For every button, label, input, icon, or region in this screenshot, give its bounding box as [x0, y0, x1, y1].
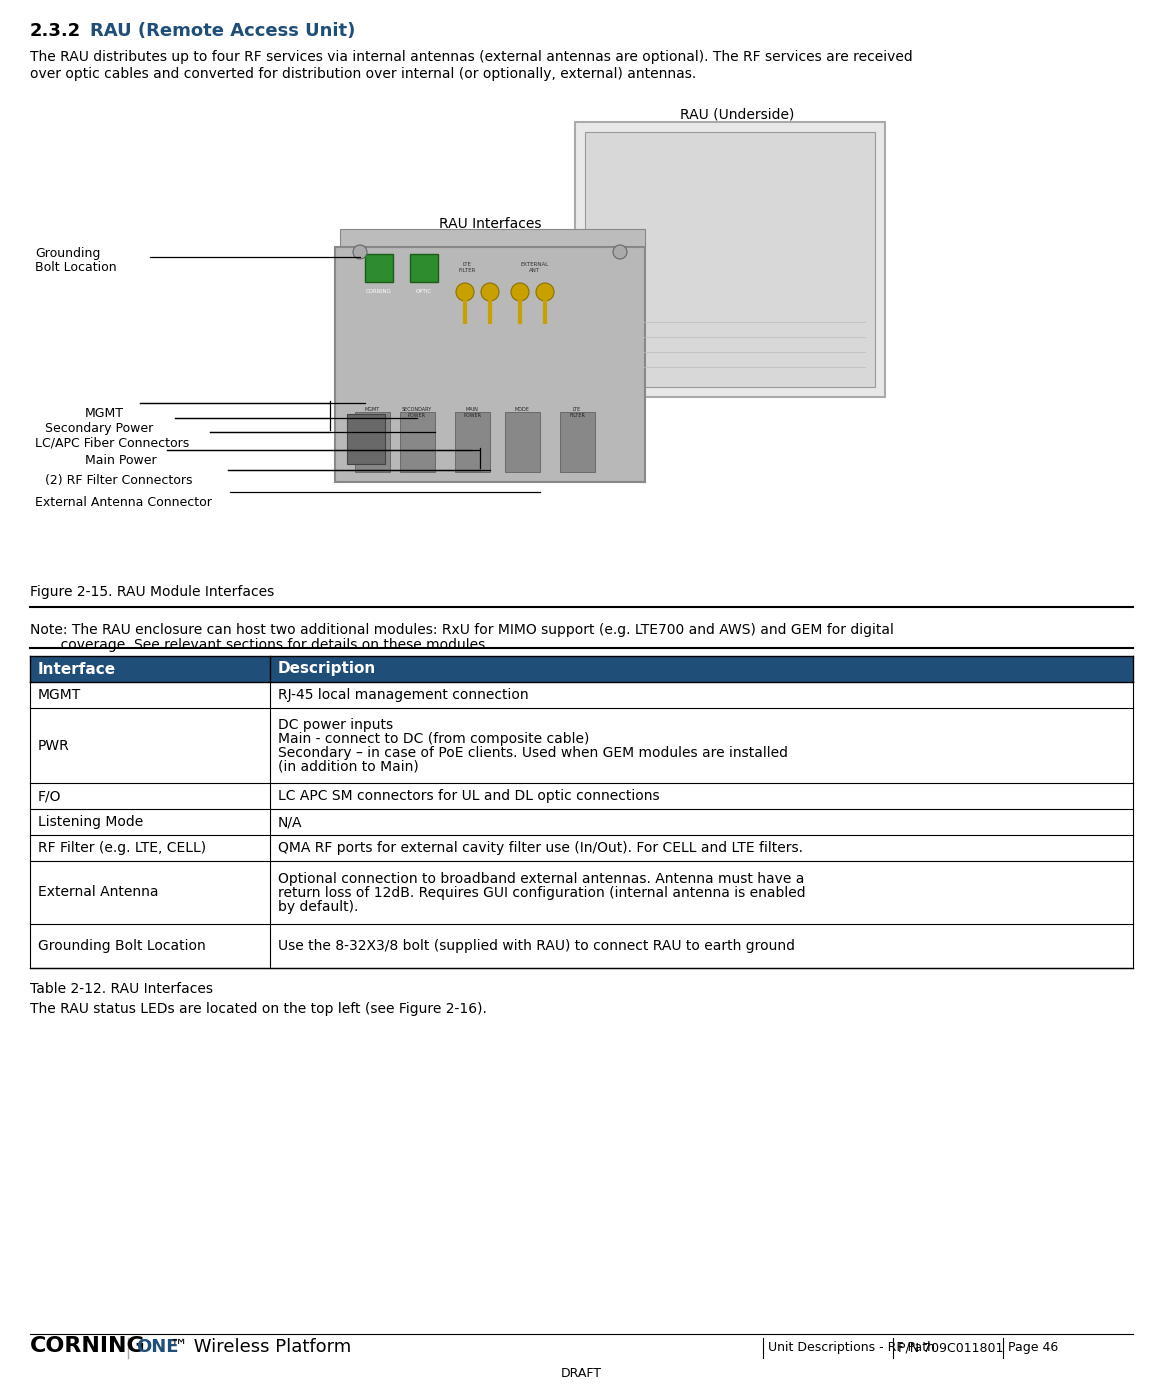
Text: Listening Mode: Listening Mode — [38, 815, 143, 829]
Text: EXTERNAL
ANT: EXTERNAL ANT — [521, 261, 549, 273]
Text: Bolt Location: Bolt Location — [35, 261, 116, 274]
Text: External Antenna Connector: External Antenna Connector — [35, 496, 212, 509]
Bar — [30, 861, 1133, 924]
Text: Main - connect to DC (from composite cable): Main - connect to DC (from composite cab… — [278, 731, 590, 745]
Text: OPTIC: OPTIC — [416, 289, 433, 294]
Bar — [30, 656, 1133, 682]
Text: DRAFT: DRAFT — [561, 1367, 602, 1380]
Text: RAU (Underside): RAU (Underside) — [680, 108, 794, 122]
Text: RF Filter (e.g. LTE, CELL): RF Filter (e.g. LTE, CELL) — [38, 842, 206, 856]
Text: CORNING: CORNING — [30, 1336, 145, 1356]
Text: over optic cables and converted for distribution over internal (or optionally, e: over optic cables and converted for dist… — [30, 67, 697, 81]
Ellipse shape — [536, 282, 554, 301]
Text: ONE: ONE — [136, 1338, 178, 1356]
Text: RJ-45 local management connection: RJ-45 local management connection — [278, 688, 529, 702]
Text: N/A: N/A — [278, 815, 302, 829]
Bar — [365, 254, 393, 282]
Text: Secondary Power: Secondary Power — [45, 422, 154, 435]
Text: Table 2-12. RAU Interfaces: Table 2-12. RAU Interfaces — [30, 981, 213, 995]
Bar — [30, 783, 1133, 809]
Bar — [561, 412, 595, 473]
Text: Note: The RAU enclosure can host two additional modules: RxU for MIMO support (e: Note: The RAU enclosure can host two add… — [30, 624, 894, 637]
Ellipse shape — [481, 282, 499, 301]
Text: Use the 8-32X3/8 bolt (supplied with RAU) to connect RAU to earth ground: Use the 8-32X3/8 bolt (supplied with RAU… — [278, 939, 795, 953]
Text: Page 46: Page 46 — [1008, 1342, 1058, 1355]
Bar — [340, 229, 645, 247]
Text: ™ Wireless Platform: ™ Wireless Platform — [170, 1338, 351, 1356]
Bar — [30, 682, 1133, 707]
Text: RAU (Remote Access Unit): RAU (Remote Access Unit) — [90, 22, 356, 41]
Bar — [585, 131, 875, 387]
Text: return loss of 12dB. Requires GUI configuration (internal antenna is enabled: return loss of 12dB. Requires GUI config… — [278, 885, 806, 899]
Text: CORNING: CORNING — [366, 289, 392, 294]
Text: F/O: F/O — [38, 788, 62, 802]
Text: coverage. See relevant sections for details on these modules.: coverage. See relevant sections for deta… — [30, 637, 490, 651]
Text: MAIN
POWER: MAIN POWER — [463, 407, 481, 418]
Bar — [505, 412, 540, 473]
Text: LTE
FILTER: LTE FILTER — [569, 407, 585, 418]
Text: MGMT: MGMT — [85, 407, 124, 419]
Text: by default).: by default). — [278, 899, 358, 913]
Text: LC APC SM connectors for UL and DL optic connections: LC APC SM connectors for UL and DL optic… — [278, 788, 659, 802]
Text: Secondary – in case of PoE clients. Used when GEM modules are installed: Secondary – in case of PoE clients. Used… — [278, 745, 789, 759]
Text: The RAU status LEDs are located on the top left (see Figure 2-16).: The RAU status LEDs are located on the t… — [30, 1002, 487, 1016]
Bar — [400, 412, 435, 473]
Text: LTE
FILTER: LTE FILTER — [458, 261, 476, 273]
Text: External Antenna: External Antenna — [38, 885, 158, 899]
Ellipse shape — [354, 245, 368, 259]
Text: The RAU distributes up to four RF services via internal antennas (external anten: The RAU distributes up to four RF servic… — [30, 50, 913, 64]
Ellipse shape — [613, 245, 627, 259]
Text: Grounding: Grounding — [35, 247, 100, 260]
Text: DC power inputs: DC power inputs — [278, 717, 393, 731]
Text: (2) RF Filter Connectors: (2) RF Filter Connectors — [45, 474, 193, 487]
Bar — [30, 707, 1133, 783]
Bar — [455, 412, 490, 473]
Bar — [30, 809, 1133, 835]
Text: (in addition to Main): (in addition to Main) — [278, 759, 419, 773]
Text: RAU Interfaces: RAU Interfaces — [438, 217, 541, 231]
Bar — [355, 412, 390, 473]
Text: MODE: MODE — [514, 407, 529, 412]
Ellipse shape — [456, 282, 475, 301]
Text: Interface: Interface — [38, 661, 116, 677]
Text: MGMT: MGMT — [38, 688, 81, 702]
Text: SECONDARY
POWER: SECONDARY POWER — [402, 407, 433, 418]
Bar — [347, 414, 385, 464]
Text: Figure 2-15. RAU Module Interfaces: Figure 2-15. RAU Module Interfaces — [30, 584, 274, 598]
Text: Grounding Bolt Location: Grounding Bolt Location — [38, 939, 206, 953]
Text: PWR: PWR — [38, 738, 70, 752]
Bar — [30, 835, 1133, 861]
Text: P/N 709C011801: P/N 709C011801 — [898, 1342, 1004, 1355]
Bar — [30, 924, 1133, 967]
Text: Unit Descriptions - RF Path: Unit Descriptions - RF Path — [768, 1342, 935, 1355]
Text: LC/APC Fiber Connectors: LC/APC Fiber Connectors — [35, 436, 190, 449]
Text: Optional connection to broadband external antennas. Antenna must have a: Optional connection to broadband externa… — [278, 871, 805, 885]
Text: Description: Description — [278, 661, 377, 677]
Text: QMA RF ports for external cavity filter use (In/Out). For CELL and LTE filters.: QMA RF ports for external cavity filter … — [278, 842, 802, 856]
Text: 2.3.2: 2.3.2 — [30, 22, 81, 41]
Bar — [335, 247, 645, 482]
Text: MGMT: MGMT — [364, 407, 379, 412]
Bar — [575, 122, 885, 397]
Text: Main Power: Main Power — [85, 454, 157, 467]
Bar — [411, 254, 438, 282]
Ellipse shape — [511, 282, 529, 301]
